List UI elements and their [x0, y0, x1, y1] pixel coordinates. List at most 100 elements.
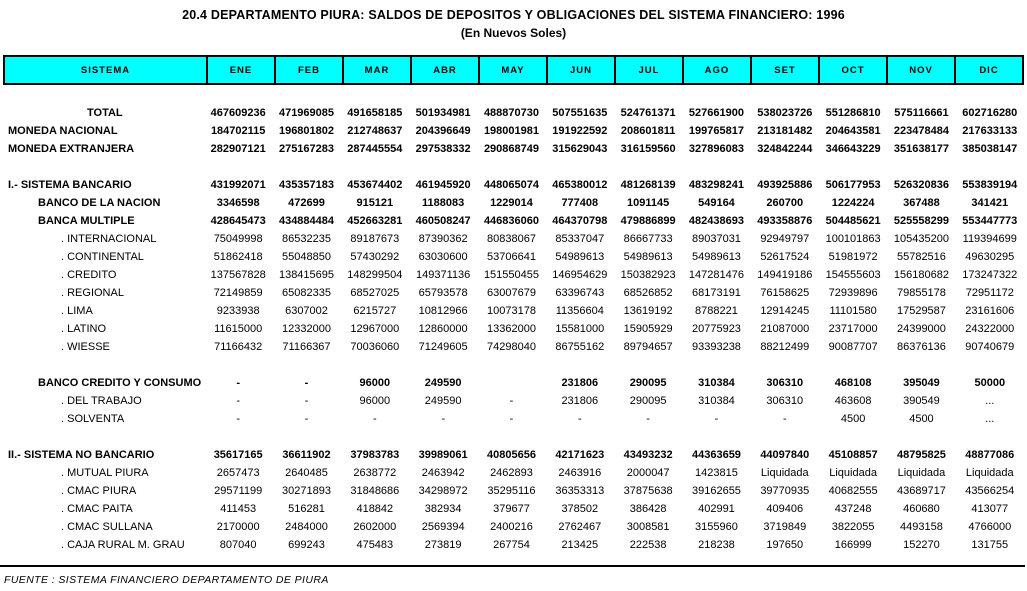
row-label: . MUTUAL PIURA: [61, 467, 149, 479]
cell-value: 287445554: [347, 143, 403, 155]
cell-value: 70036060: [350, 341, 400, 353]
cell-value: 448065074: [483, 179, 539, 191]
cell-value: 204643581: [825, 125, 881, 137]
cell-value: 49630295: [965, 251, 1015, 263]
cell-value: 9233938: [216, 305, 260, 317]
footer-divider: [0, 565, 1025, 567]
cell-value: ...: [985, 413, 995, 425]
cell-value: 777408: [561, 197, 599, 209]
cell-value: 36353313: [555, 485, 605, 497]
cell-value: 493358876: [757, 215, 813, 227]
cell-value: 87390362: [418, 233, 468, 245]
row-label: . DEL TRABAJO: [61, 395, 142, 407]
cell-value: 465380012: [552, 179, 608, 191]
cell-value: 29571199: [214, 485, 263, 497]
cell-value: 218238: [698, 539, 735, 551]
cell-value: 196801802: [278, 125, 335, 137]
table-row: MONEDA EXTRANJERA 282907121 275167283 28744…: [3, 140, 1024, 158]
cell-value: 68527025: [350, 287, 400, 299]
cell-value: 13619192: [623, 305, 673, 317]
cell-value: 37875638: [623, 485, 673, 497]
table-row: . LIMA 9233938 6307002 6215727 10812966 10073…: [3, 302, 1024, 320]
cell-value: 2484000: [285, 521, 328, 533]
table-row: BANCO DE LA NACION 3346598 472699 915121 118…: [3, 194, 1024, 212]
cell-value: -: [441, 413, 445, 425]
cell-value: -: [714, 413, 719, 425]
row-label: II.- SISTEMA NO BANCARIO: [8, 449, 155, 461]
cell-value: 1091145: [627, 197, 670, 209]
cell-value: 54989613: [691, 251, 741, 263]
cell-value: 36611902: [282, 449, 331, 461]
cell-value: 507551635: [552, 107, 608, 119]
cell-value: 6215727: [353, 305, 397, 317]
cell-value: 54989613: [623, 251, 673, 263]
table-row: . DEL TRABAJO - - 96000 249590 - 231806 290095 3…: [3, 392, 1024, 410]
cell-value: 17529587: [896, 305, 946, 317]
cell-value: 602716280: [962, 107, 1018, 119]
table-row: . CMAC SULLANA 2170000 2484000 2602000 25693…: [3, 518, 1024, 536]
column-header: AGO: [682, 57, 750, 83]
cell-value: 173247322: [962, 269, 1018, 281]
cell-value: 151550455: [483, 269, 539, 281]
cell-value: 351638177: [893, 143, 949, 155]
cell-value: 807040: [219, 539, 257, 551]
cell-value: 453674402: [347, 179, 403, 191]
cell-value: 437248: [834, 503, 872, 515]
table-row: . SOLVENTA - - - - - - - - - 4500 4500...: [3, 410, 1024, 428]
cell-value: 149419186: [757, 269, 813, 281]
cell-value: 418842: [356, 503, 394, 515]
cell-value: 148299504: [347, 269, 403, 281]
cell-value: Liquidada: [965, 467, 1014, 479]
cell-value: -: [304, 395, 309, 407]
cell-value: 575116661: [894, 107, 949, 119]
cell-value: 452663281: [347, 215, 403, 227]
row-label: BANCO DE LA NACION: [38, 197, 161, 209]
cell-value: 51981972: [828, 251, 878, 263]
row-label: . CMAC SULLANA: [61, 521, 153, 533]
cell-value: 44097840: [760, 449, 810, 461]
cell-value: 96000: [359, 395, 391, 407]
cell-value: 44363659: [691, 449, 741, 461]
cell-value: 30271893: [282, 485, 331, 497]
cell-value: 138415695: [278, 269, 335, 281]
cell-value: -: [782, 413, 787, 425]
cell-value: 460680: [903, 503, 940, 515]
cell-value: 8788221: [695, 305, 738, 317]
cell-value: 402991: [698, 503, 735, 515]
cell-value: 12967000: [350, 323, 400, 335]
table-row: . CREDITO 137567828 138415695 148299504 1493…: [3, 266, 1024, 284]
cell-value: 217633133: [962, 125, 1018, 137]
cell-value: 119394699: [962, 233, 1017, 245]
cell-value: 79855178: [896, 287, 946, 299]
cell-value: 137567828: [210, 269, 266, 281]
spacer-row: [3, 356, 1024, 374]
cell-value: 10073178: [487, 305, 536, 317]
table-row: BANCA MULTIPLE 428645473 434884484 45266328…: [3, 212, 1024, 230]
cell-value: 39770935: [760, 485, 810, 497]
cell-value: 86755162: [555, 341, 605, 353]
column-header: JUL: [614, 57, 682, 83]
cell-value: 152270: [903, 539, 940, 551]
cell-value: 310384: [698, 377, 735, 389]
row-label: BANCO CREDITO Y CONSUMO: [38, 377, 202, 389]
cell-value: 463608: [834, 395, 872, 407]
cell-value: 6307002: [285, 305, 328, 317]
cell-value: 434884484: [278, 215, 335, 227]
cell-value: 23161606: [965, 305, 1015, 317]
cell-value: 204396649: [415, 125, 471, 137]
cell-value: 267754: [493, 539, 530, 551]
source-note: FUENTE : SISTEMA FINANCIERO DEPARTAMENTO…: [4, 574, 329, 586]
cell-value: 89794657: [623, 341, 673, 353]
cell-value: 35617165: [213, 449, 263, 461]
cell-value: 21087000: [760, 323, 810, 335]
cell-value: 464370798: [552, 215, 608, 227]
cell-value: 3155960: [695, 521, 738, 533]
cell-value: 468108: [834, 377, 872, 389]
cell-value: 231806: [561, 395, 599, 407]
cell-value: 72951172: [965, 287, 1014, 299]
cell-value: 65793578: [418, 287, 468, 299]
cell-value: 11101580: [829, 305, 877, 317]
cell-value: 525558299: [893, 215, 949, 227]
cell-value: -: [236, 395, 240, 407]
cell-value: 53706641: [487, 251, 536, 263]
